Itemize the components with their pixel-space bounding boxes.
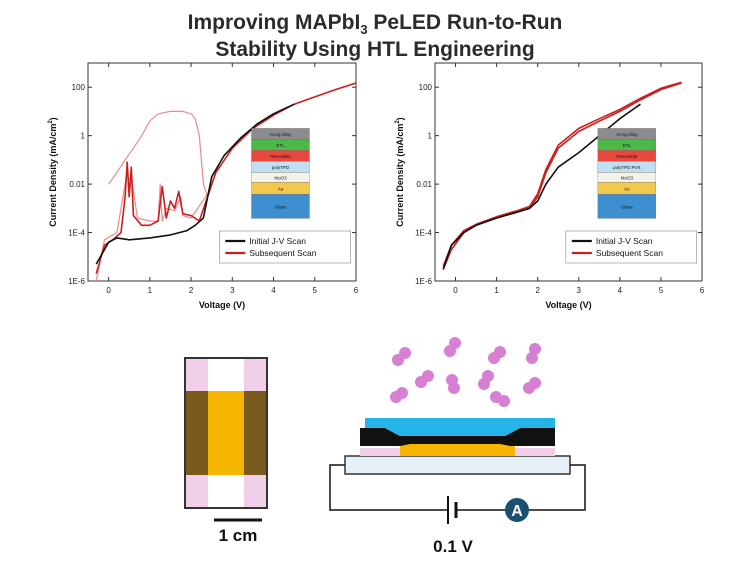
stack-layer-label: Al:Ag Alloy [616,132,638,137]
particle [390,391,402,403]
stack-layer-label: Au [624,186,630,191]
mask-pink-pad-tr [244,359,266,391]
x-tick-label: 0 [453,286,458,295]
evaporated-particles [390,337,541,407]
particle [448,382,460,394]
stack-layer-label: Au [278,186,284,191]
x-tick-label: 6 [700,286,705,295]
gold-layer [400,444,515,456]
x-tick-label: 5 [659,286,664,295]
x-tick-label: 3 [230,286,235,295]
mask-pink-pad-tl [186,359,208,391]
figure-title-line1: Improving MAPbI3 PeLED Run-to-Run [188,11,563,37]
series-line-subsequent-2 [442,81,682,267]
scale-bar-label: 1 cm [219,526,258,545]
legend-label: Initial J-V Scan [249,236,306,246]
y-tick-label: 100 [419,83,433,92]
x-tick-label: 1 [494,286,499,295]
stack-layer [251,194,310,219]
stack-layer-label: ETL [623,143,632,148]
mask-pink-pad-br [244,475,266,507]
x-tick-label: 3 [577,286,582,295]
particle [523,382,535,394]
x-axis-label: Voltage (V) [545,300,591,310]
ammeter-label: A [511,503,523,520]
particle [478,378,490,390]
series-line-subsequent_light-2 [108,110,209,197]
stack-layer-label: polyTPD:PVK [613,165,641,170]
blue-perovskite-layer [365,418,555,436]
chart-left: 0 1 2 3 4 5 6 1E-6 1E-4 0.01 1 100 Voltage (V) Curren… [48,62,359,310]
mask-brown-right [244,391,266,475]
stack-layer-label: MoO3 [621,175,634,180]
x-tick-label: 0 [106,286,111,295]
y-axis-label: Current Density (mA/cm2) [395,117,405,226]
x-tick-label: 2 [535,286,540,295]
mask-gold-top [208,391,244,399]
mask-brown-left [186,391,208,475]
ammeter-icon [505,498,529,522]
voltage-label: 0.1 V [433,537,473,556]
x-axis-label: Voltage (V) [199,300,245,310]
y-tick-label: 1 [81,132,86,141]
y-tick-label: 1E-6 [415,277,432,286]
x-tick-label: 4 [618,286,623,295]
particle [415,376,427,388]
legend-label: Subsequent Scan [596,248,663,258]
y-tick-label: 100 [72,83,86,92]
shadow-mask: 1 cm [184,357,268,545]
legend-label: Initial J-V Scan [596,236,653,246]
x-tick-label: 2 [189,286,194,295]
stack-layer-label: polyTPD [272,165,290,170]
mask-gold-strip [208,391,244,475]
x-tick-label: 5 [313,286,318,295]
stack-layer-label: ETL [276,143,285,148]
y-tick-label: 1E-4 [68,229,85,238]
stack-layer-label: Glass [275,204,287,209]
legend-box [565,230,697,264]
y-tick-label: 0.01 [416,180,432,189]
stack-layer-label: Glass [621,204,633,209]
stack-layer-label: MoO3 [274,175,287,180]
legend-label: Subsequent Scan [249,248,316,258]
device-cross-section: A 0.1 V [329,337,586,556]
particle [488,352,500,364]
series-line-subsequent_light-3 [95,168,209,281]
black-layer [360,428,555,446]
stack-layer-label: Al:Ag Alloy [270,132,292,137]
x-tick-label: 1 [148,286,153,295]
x-tick-label: 4 [271,286,276,295]
y-tick-label: 0.01 [69,180,85,189]
x-tick-label: 6 [354,286,359,295]
circuit-wire [329,464,586,511]
series-line-initial-0 [442,103,641,270]
chart-right: 0 1 2 3 4 5 6 1E-6 1E-4 0.01 1 100 Voltage (V) Curren… [395,62,705,310]
mask-pink-pad-bl [186,475,208,507]
stack-layer [597,194,657,219]
series-line-initial-0 [95,103,295,265]
y-tick-label: 1E-4 [415,229,432,238]
particle [392,354,404,366]
stack-layer-label: Perovskite [270,154,292,159]
pink-contact-right [510,448,555,456]
particle [526,352,538,364]
y-tick-label: 1E-6 [68,277,85,286]
stack-layer-label: Perovskite [616,154,638,159]
y-tick-label: 1 [428,132,433,141]
series-line-subsequent-1 [95,82,356,274]
particle [444,345,456,357]
particle [498,395,510,407]
pink-contact-left [360,448,405,456]
legend-box [219,230,351,264]
figure-title-line2: Stability Using HTL Engineering [215,38,534,61]
substrate-glass [344,455,571,475]
y-axis-label: Current Density (mA/cm2) [48,117,58,226]
